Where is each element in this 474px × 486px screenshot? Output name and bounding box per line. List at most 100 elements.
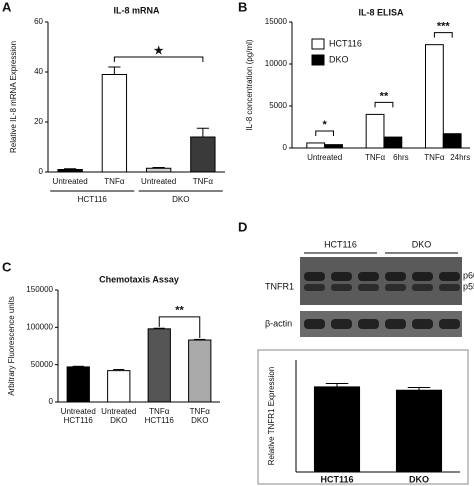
bar [383,136,403,149]
x-tick-label: Untreated [61,407,96,416]
band [439,319,460,329]
group-label: HCT116 [78,195,108,204]
band [331,272,352,281]
significance-label: ** [175,305,184,317]
bar [306,142,326,149]
legend-swatch [311,54,325,66]
y-tick-label: 10000 [265,59,288,68]
x-tick-label: Untreated [101,407,136,416]
band [412,319,433,329]
x-tick-label: Untreated [141,177,176,186]
x-tick-label: HCT116 [320,474,353,484]
bar [101,74,128,173]
panel-label: B [238,0,247,14]
band-label: p55 [463,281,474,291]
chart-title: IL-8 ELISA [358,7,404,17]
bar [425,44,444,149]
y-axis-label: IL-8 concentration (pg/ml) [245,39,254,130]
bar [66,366,90,403]
x-tick-label: TNFα [190,407,211,416]
band [304,272,325,281]
band [412,284,433,291]
blot-actin [300,311,462,337]
legend-swatch [311,38,325,50]
band [412,272,433,281]
x-tick-label: DKO [110,416,127,425]
bar [188,339,212,403]
row-label: β-actin [265,318,292,328]
significance-label: ★ [154,45,164,57]
significance-label: * [322,119,327,131]
x-tick-label: DKO [191,416,208,425]
panel-label: D [238,219,247,234]
x-tick-label: HCT116 [64,416,94,425]
x-tick-label: HCT116 [145,416,175,425]
bar [107,370,131,403]
x-tick-label: TNFα [149,407,170,416]
legend-label: DKO [329,54,349,64]
y-axis-label: Relative TNFR1 Expression [267,367,276,466]
bracket [433,32,453,38]
bracket [315,130,335,136]
band [358,272,379,281]
y-tick-label: 0 [49,397,54,406]
band-label: p60 [463,270,474,280]
bar [395,389,443,473]
y-tick-label: 15000 [265,17,288,26]
y-tick-label: 20 [34,117,43,126]
band [358,284,379,291]
bracket [113,56,204,62]
x-tick-label: 24hrs [450,153,470,162]
band [304,284,325,291]
x-tick-label: TNFα [104,177,125,186]
y-axis-label: Arbitrary Fluorescence units [7,296,16,396]
chart-title: Chemotaxis Assay [99,274,179,284]
lane-group-label: HCT116 [324,239,357,249]
band [385,284,406,291]
x-tick-label: 6hrs [393,153,409,162]
y-tick-label: 150000 [26,285,53,294]
y-tick-label: 5000 [269,101,287,110]
bar [190,136,216,173]
x-tick-label: DKO [409,474,429,484]
y-tick-label: 50000 [31,360,54,369]
chart-title: IL-8 mRNA [113,5,160,15]
bar [313,386,361,473]
bar [145,167,172,173]
band [331,319,352,329]
y-tick-label: 0 [39,167,44,176]
band [385,319,406,329]
panel-label: A [2,0,12,14]
x-tick-label: Untreated [53,177,88,186]
bracket [158,316,201,339]
plot-frame [257,349,469,485]
bar [147,328,171,403]
x-tick-label: TNFα [424,153,445,162]
band [331,284,352,291]
y-tick-label: 40 [34,67,43,76]
row-label: TNFR1 [265,281,294,291]
band [439,272,460,281]
x-tick-label: TNFα [365,153,386,162]
significance-label: *** [437,21,451,33]
band [439,284,460,291]
bracket [374,101,394,108]
bar [324,144,343,149]
group-label: DKO [172,195,189,204]
x-tick-label: Untreated [307,153,342,162]
bar [365,113,385,149]
panel-label: C [2,259,12,274]
y-axis-label: Relative IL-8 mRNA Expression [9,41,18,153]
legend-label: HCT116 [329,38,362,48]
bar [442,133,462,149]
band [304,319,325,329]
x-tick-label: TNFα [193,177,214,186]
band [358,319,379,329]
blot-tnfr1 [300,257,462,305]
lane-group-label: DKO [412,239,432,249]
y-tick-label: 60 [34,17,43,26]
y-tick-label: 100000 [26,322,53,331]
significance-label: ** [380,90,389,102]
band [385,272,406,281]
